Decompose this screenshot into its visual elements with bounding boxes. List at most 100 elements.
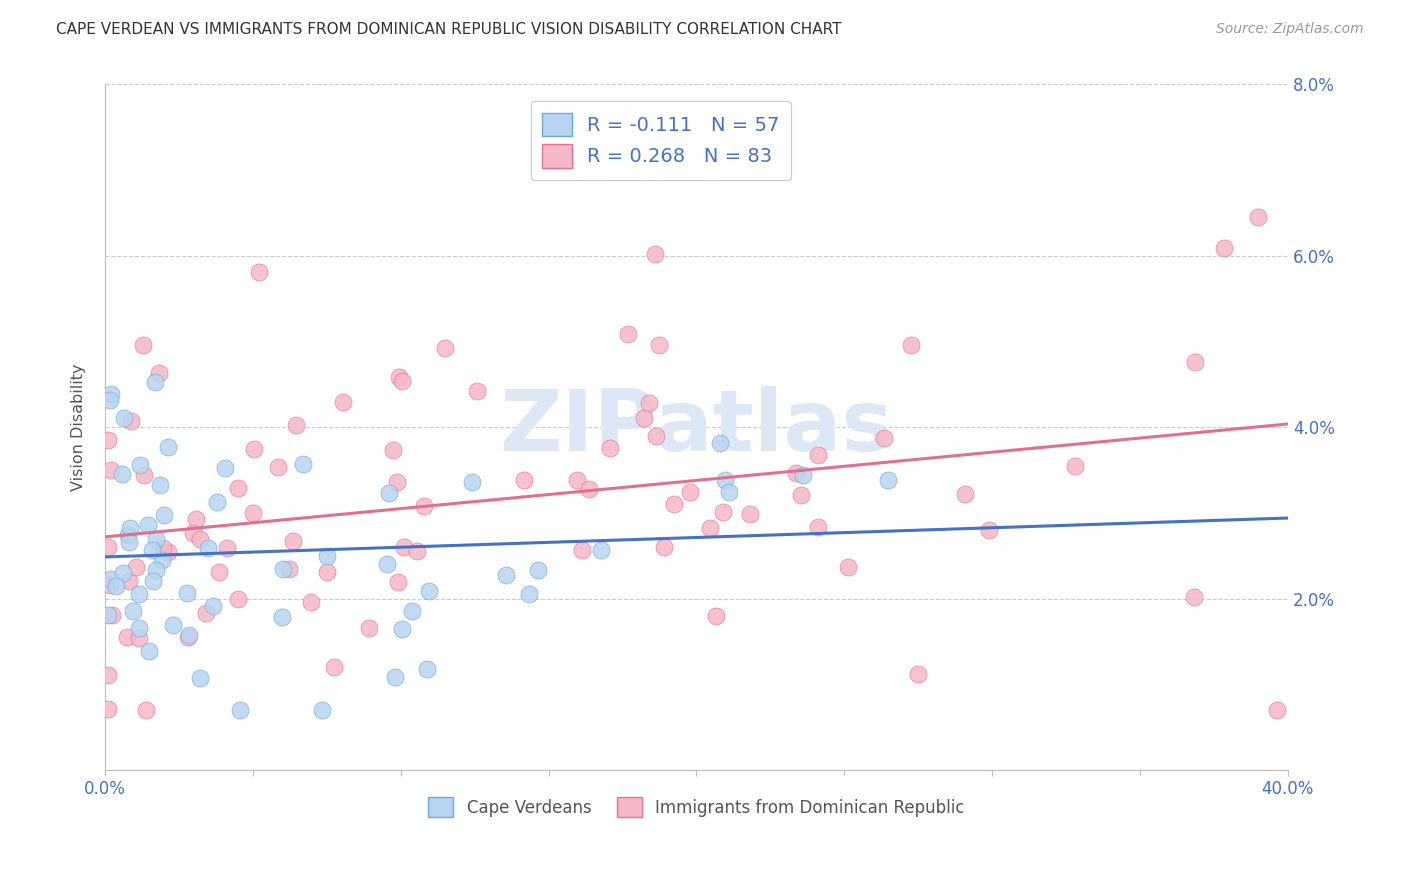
- Point: [1246, 210, 1268, 224]
- Point: [315, 549, 337, 563]
- Point: [207, 566, 229, 580]
- Point: [391, 374, 413, 388]
- Point: [299, 595, 322, 609]
- Point: [416, 662, 439, 676]
- Point: [120, 414, 142, 428]
- Point: [652, 540, 675, 554]
- Point: [149, 478, 172, 492]
- Point: [97, 434, 120, 448]
- Point: [136, 518, 159, 533]
- Point: [242, 506, 264, 520]
- Point: [591, 542, 613, 557]
- Point: [100, 572, 122, 586]
- Point: [100, 387, 122, 401]
- Point: [177, 630, 200, 644]
- Point: [141, 543, 163, 558]
- Point: [679, 485, 702, 500]
- Point: [150, 553, 173, 567]
- Point: [111, 566, 134, 581]
- Point: [115, 631, 138, 645]
- Point: [215, 541, 238, 555]
- Point: [148, 366, 170, 380]
- Point: [571, 543, 593, 558]
- Point: [197, 541, 219, 555]
- Point: [738, 507, 761, 521]
- Point: [162, 617, 184, 632]
- Point: [717, 485, 740, 500]
- Point: [242, 442, 264, 456]
- Point: [359, 621, 381, 635]
- Point: [176, 586, 198, 600]
- Point: [128, 587, 150, 601]
- Point: [599, 441, 621, 455]
- Point: [1265, 703, 1288, 717]
- Point: [118, 535, 141, 549]
- Point: [418, 583, 440, 598]
- Point: [134, 467, 156, 482]
- Point: [177, 628, 200, 642]
- Point: [513, 473, 536, 487]
- Point: [785, 466, 807, 480]
- Point: [405, 544, 427, 558]
- Point: [387, 575, 409, 590]
- Point: [709, 436, 731, 450]
- Point: [377, 486, 399, 500]
- Point: [382, 443, 405, 458]
- Point: [388, 370, 411, 384]
- Point: [526, 563, 548, 577]
- Point: [565, 473, 588, 487]
- Point: [101, 607, 124, 622]
- Point: [128, 631, 150, 645]
- Point: [214, 461, 236, 475]
- Point: [401, 604, 423, 618]
- Point: [188, 533, 211, 547]
- Y-axis label: Vision Disability: Vision Disability: [72, 363, 86, 491]
- Point: [104, 579, 127, 593]
- Point: [638, 396, 661, 410]
- Point: [118, 574, 141, 588]
- Point: [112, 410, 135, 425]
- Point: [332, 394, 354, 409]
- Point: [132, 337, 155, 351]
- Point: [1182, 590, 1205, 604]
- Text: CAPE VERDEAN VS IMMIGRANTS FROM DOMINICAN REPUBLIC VISION DISABILITY CORRELATION: CAPE VERDEAN VS IMMIGRANTS FROM DOMINICA…: [56, 22, 842, 37]
- Point: [662, 497, 685, 511]
- Point: [277, 562, 299, 576]
- Point: [145, 533, 167, 547]
- Point: [135, 703, 157, 717]
- Point: [111, 467, 134, 482]
- Point: [413, 499, 436, 513]
- Point: [117, 528, 139, 542]
- Point: [266, 459, 288, 474]
- Point: [271, 562, 294, 576]
- Point: [907, 666, 929, 681]
- Point: [100, 463, 122, 477]
- Point: [495, 568, 517, 582]
- Point: [699, 520, 721, 534]
- Point: [616, 326, 638, 341]
- Point: [142, 574, 165, 588]
- Point: [247, 265, 270, 279]
- Point: [284, 418, 307, 433]
- Point: [704, 608, 727, 623]
- Point: [519, 587, 541, 601]
- Point: [271, 610, 294, 624]
- Point: [145, 563, 167, 577]
- Text: Source: ZipAtlas.com: Source: ZipAtlas.com: [1216, 22, 1364, 37]
- Point: [156, 441, 179, 455]
- Point: [121, 603, 143, 617]
- Text: ZIPatlas: ZIPatlas: [499, 385, 893, 468]
- Point: [644, 428, 666, 442]
- Point: [98, 578, 121, 592]
- Point: [157, 545, 180, 559]
- Point: [323, 660, 346, 674]
- Point: [129, 458, 152, 472]
- Point: [97, 540, 120, 554]
- Point: [807, 520, 830, 534]
- Point: [375, 558, 398, 572]
- Point: [1064, 458, 1087, 473]
- Point: [387, 475, 409, 490]
- Point: [120, 521, 142, 535]
- Point: [152, 541, 174, 555]
- Point: [97, 702, 120, 716]
